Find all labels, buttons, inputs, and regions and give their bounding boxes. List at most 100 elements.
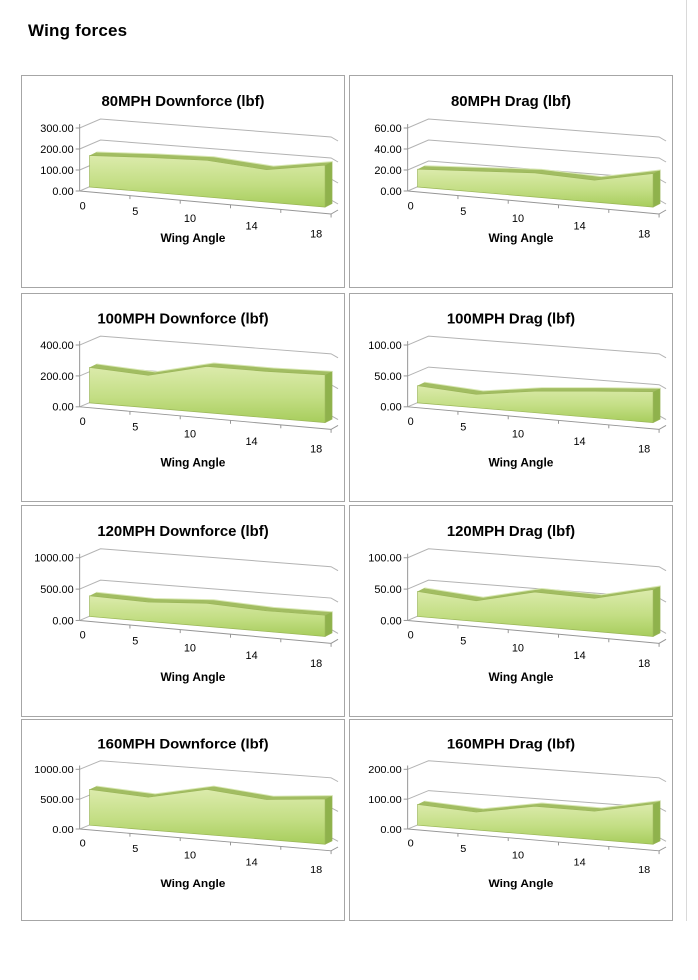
x-tick-label: 10 (512, 213, 524, 225)
chart-120mph-drag-lbf[interactable]: 120MPH Drag (lbf) 0.00 50.00 100.00 0 5 10 14 18… (349, 505, 673, 717)
x-tick-label: 0 (408, 416, 414, 428)
x-tick-label: 0 (80, 200, 86, 212)
x-tick-label: 14 (245, 221, 257, 233)
area-front-face (89, 789, 326, 845)
x-tick-label: 5 (460, 422, 466, 434)
gridline (79, 335, 339, 359)
area-side-face (652, 800, 661, 845)
y-tick-label: 100.00 (40, 165, 73, 177)
chart-100mph-drag-lbf[interactable]: 100MPH Drag (lbf) 0.00 50.00 100.00 0 5 10 14 18… (349, 293, 673, 502)
page-right-edge-line (686, 0, 687, 921)
x-axis-line (79, 619, 339, 644)
area-top-highlight (424, 585, 661, 598)
area-chart-svg: 100MPH Drag (lbf) 0.00 50.00 100.00 0 5 10 14 18… (350, 294, 672, 501)
y-tick-label: 200.00 (40, 144, 73, 156)
x-tick-label: 0 (80, 630, 86, 642)
area-side-face (324, 611, 333, 637)
area-chart-svg: 100MPH Downforce (lbf) 0.00 200.00 400.00 0 5… (22, 294, 344, 501)
area-top-highlight (96, 785, 333, 797)
x-axis-line (79, 828, 339, 852)
area-front-face (89, 155, 326, 208)
x-tick-label: 0 (408, 200, 414, 212)
x-tick-label: 14 (245, 436, 257, 448)
x-tick-label: 14 (573, 857, 585, 869)
x-axis-title: Wing Angle (160, 456, 225, 470)
gridline (407, 118, 667, 142)
x-tick-label: 18 (310, 658, 322, 670)
chart-80mph-drag-lbf[interactable]: 80MPH Drag (lbf) 0.00 20.00 40.00 60.00 0 5 10 1… (349, 75, 673, 288)
gridline (407, 335, 667, 359)
chart-120mph-downforce-lbf[interactable]: 120MPH Downforce (lbf) 0.00 500.00 1000.00 0… (21, 505, 345, 717)
chart-160mph-drag-lbf[interactable]: 160MPH Drag (lbf) 0.00 100.00 200.00 0 5 10 14 1… (349, 719, 673, 921)
area-chart-svg: 160MPH Downforce (lbf) 0.00 500.00 1000.00 0… (22, 720, 344, 920)
y-tick-label: 100.00 (368, 553, 401, 565)
area-top-highlight (424, 381, 661, 392)
chart-title: 100MPH Downforce (lbf) (97, 312, 268, 328)
y-tick-label: 200.00 (40, 371, 73, 383)
chart-160mph-downforce-lbf[interactable]: 160MPH Downforce (lbf) 0.00 500.00 1000.00 0… (21, 719, 345, 921)
y-tick-label: 0.00 (52, 824, 73, 836)
y-tick-label: 500.00 (40, 584, 73, 596)
y-tick-label: 50.00 (374, 584, 401, 596)
gridline (79, 760, 339, 783)
area-front-face (417, 168, 654, 208)
x-tick-label: 5 (460, 206, 466, 218)
gridline (407, 790, 667, 812)
area-side-face (324, 795, 333, 845)
x-tick-label: 18 (310, 864, 322, 876)
x-axis-title: Wing Angle (488, 456, 553, 470)
y-tick-label: 1000.00 (34, 553, 73, 565)
x-tick-label: 0 (80, 416, 86, 428)
x-tick-label: 10 (184, 428, 196, 440)
x-axis-title: Wing Angle (160, 670, 225, 684)
area-chart-svg: 120MPH Drag (lbf) 0.00 50.00 100.00 0 5 10 14 18… (350, 506, 672, 716)
chart-100mph-downforce-lbf[interactable]: 100MPH Downforce (lbf) 0.00 200.00 400.00 0 5… (21, 293, 345, 502)
y-tick-label: 0.00 (380, 402, 401, 414)
chart-title: 120MPH Downforce (lbf) (97, 524, 268, 540)
area-front-face (89, 595, 326, 637)
area-top-band (89, 362, 333, 376)
chart-title: 120MPH Drag (lbf) (447, 524, 575, 540)
gridline (79, 118, 339, 142)
chart-title: 160MPH Drag (lbf) (447, 737, 575, 753)
gridline (79, 548, 339, 572)
y-tick-label: 1000.00 (34, 764, 74, 776)
area-front-face (417, 589, 654, 637)
x-tick-label: 18 (638, 229, 650, 241)
y-tick-label: 100.00 (368, 794, 401, 806)
x-tick-label: 10 (512, 428, 524, 440)
y-tick-label: 0.00 (52, 615, 73, 627)
x-tick-label: 0 (408, 630, 414, 642)
x-tick-label: 10 (512, 850, 524, 862)
x-tick-label: 14 (574, 650, 586, 662)
area-side-face (652, 387, 661, 424)
y-tick-label: 0.00 (52, 402, 73, 414)
x-tick-label: 10 (184, 213, 196, 225)
chart-title: 80MPH Downforce (lbf) (102, 93, 265, 110)
x-tick-label: 14 (245, 857, 257, 869)
gridline (79, 579, 339, 603)
x-tick-label: 5 (460, 843, 466, 855)
y-tick-label: 300.00 (40, 123, 73, 135)
chart-80mph-downforce-lbf[interactable]: 80MPH Downforce (lbf) 0.00 100.00 200.00 300… (21, 75, 345, 288)
gridline (79, 139, 339, 163)
x-tick-label: 0 (408, 838, 414, 850)
x-axis-title: Wing Angle (160, 231, 225, 245)
gridline (407, 139, 667, 163)
gridline (407, 548, 667, 572)
x-axis-title: Wing Angle (160, 877, 226, 890)
gridline (407, 366, 667, 390)
x-tick-label: 5 (132, 206, 138, 218)
y-tick-label: 200.00 (368, 764, 401, 776)
y-tick-label: 100.00 (368, 340, 401, 352)
y-tick-label: 20.00 (374, 165, 401, 177)
area-chart-svg: 80MPH Drag (lbf) 0.00 20.00 40.00 60.00 0 5 10 1… (350, 76, 672, 287)
y-tick-label: 0.00 (380, 186, 401, 198)
area-side-face (652, 585, 661, 637)
area-chart-svg: 160MPH Drag (lbf) 0.00 100.00 200.00 0 5 10 14 1… (350, 720, 672, 920)
chart-title: 80MPH Drag (lbf) (451, 93, 571, 110)
x-tick-label: 5 (132, 635, 138, 647)
y-tick-label: 50.00 (374, 371, 401, 383)
x-tick-label: 10 (512, 642, 524, 654)
